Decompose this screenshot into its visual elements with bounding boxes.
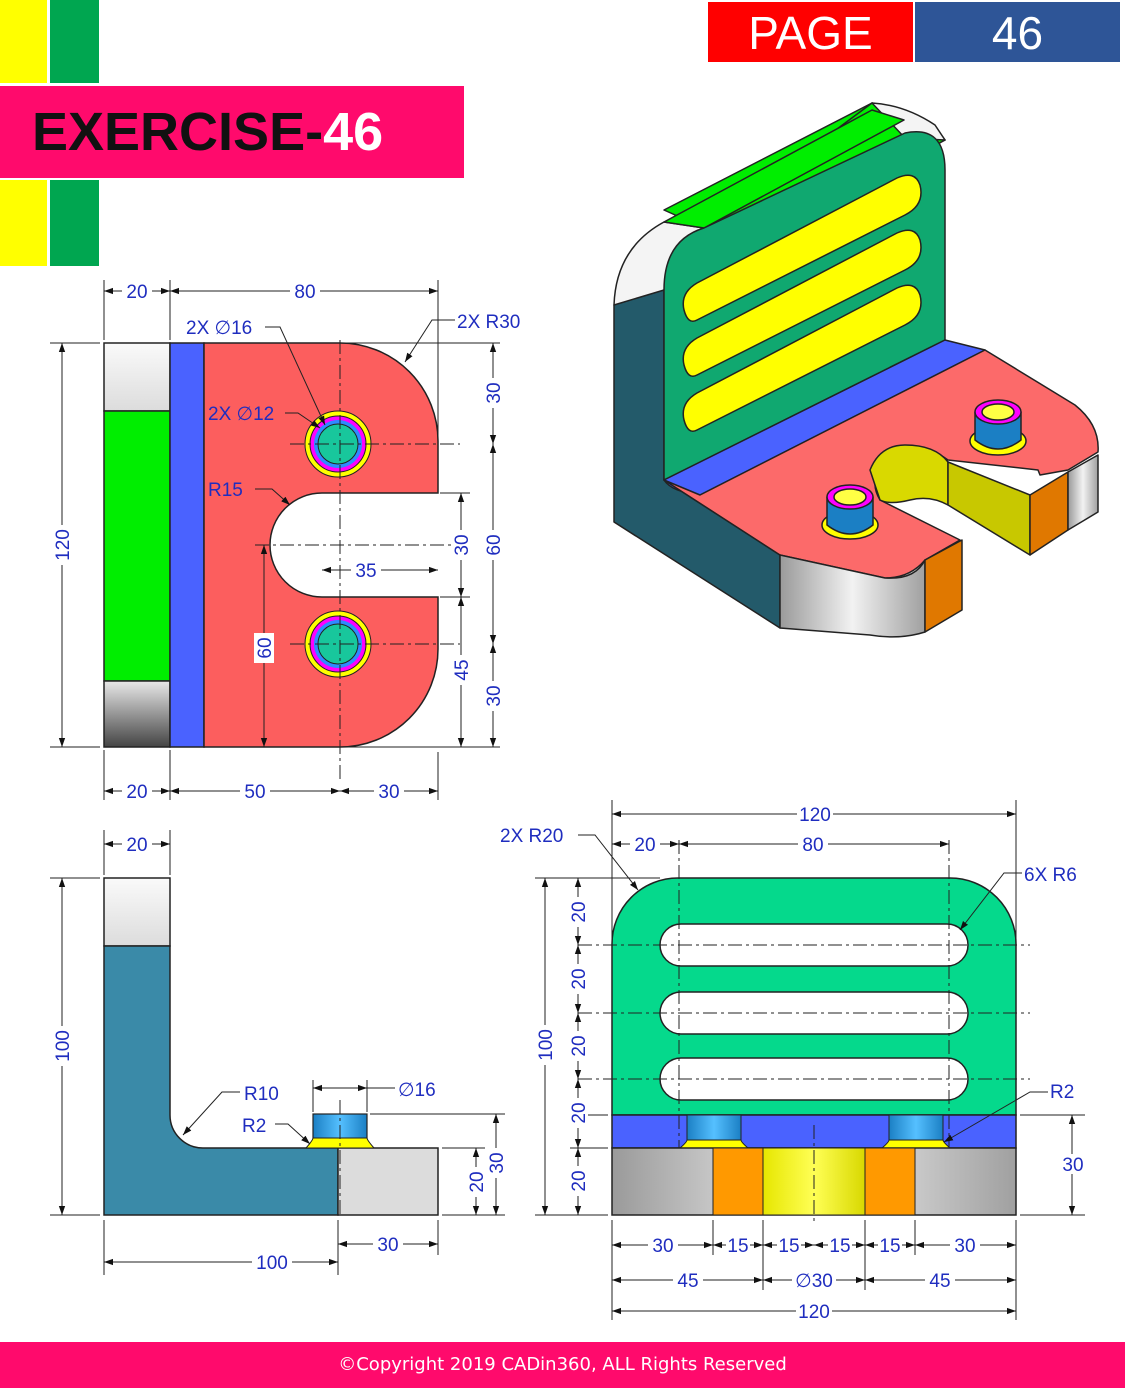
side-dim-100-v: 100 <box>53 1030 74 1062</box>
top-dim-30-b: 30 <box>452 534 473 555</box>
yellow-block-bottom <box>0 180 47 266</box>
front-dim-100: 100 <box>536 1029 557 1061</box>
side-dim-r2: R2 <box>242 1116 266 1137</box>
bottom-dim-dia30: ∅30 <box>795 1271 833 1292</box>
top-dim-60-right: 60 <box>484 534 505 555</box>
front-dim-30-right: 30 <box>1062 1155 1083 1176</box>
copyright-text: ©Copyright 2019 CADin360, ALL Rights Res… <box>338 1354 787 1375</box>
front-dim-20-2: 20 <box>569 968 590 989</box>
top-dim-45: 45 <box>452 659 473 680</box>
exercise-number: 46 <box>323 102 384 162</box>
exercise-title-text: EXERCISE- <box>32 102 324 162</box>
front-view: 120 2X R20 20 80 6X R6 20 20 20 20 20 10… <box>500 800 1088 1323</box>
page-label: PAGE <box>708 2 913 62</box>
exercise-banner <box>0 86 464 178</box>
top-dim-120: 120 <box>53 529 74 561</box>
front-dim-120-bottom: 120 <box>798 1302 830 1323</box>
top-dim-20-top: 20 <box>126 282 147 303</box>
side-view: 20 100 R10 R2 ∅16 20 30 30 100 <box>50 830 508 1275</box>
front-dim-r6: 6X R6 <box>1024 865 1077 886</box>
front-dim-r2: R2 <box>1050 1082 1074 1103</box>
side-dim-r10: R10 <box>244 1084 279 1105</box>
top-dim-50: 50 <box>244 782 265 803</box>
front-dim-20-4: 20 <box>569 1102 590 1123</box>
side-dim-20-v: 20 <box>467 1171 488 1192</box>
bottom-dim-45-right: 45 <box>929 1271 950 1292</box>
front-dim-120-top: 120 <box>799 805 831 826</box>
front-dim-r20: 2X R20 <box>500 826 563 847</box>
top-view: 20 80 2X R30 2X ∅16 2X ∅12 R15 120 30 30… <box>50 280 520 803</box>
front-dim-20-top: 20 <box>634 835 655 856</box>
front-dim-80: 80 <box>802 835 823 856</box>
bottom-dim-15-4: 15 <box>879 1236 900 1257</box>
page-number: 46 <box>915 2 1120 62</box>
top-dim-30-bottom: 30 <box>378 782 399 803</box>
exercise-title: EXERCISE-46 <box>32 100 383 164</box>
top-dim-30-a: 30 <box>484 382 505 403</box>
front-dim-20-1: 20 <box>569 901 590 922</box>
top-dim-dia12: 2X ∅12 <box>208 404 274 425</box>
top-dim-30-c: 30 <box>484 685 505 706</box>
yellow-block-top <box>0 0 47 83</box>
top-dim-r30: 2X R30 <box>457 312 520 333</box>
bottom-dim-15-2: 15 <box>778 1236 799 1257</box>
isometric-view <box>613 102 1099 638</box>
top-dim-20-bottom: 20 <box>126 782 147 803</box>
top-dim-60-left: 60 <box>255 637 276 658</box>
side-dim-20: 20 <box>126 835 147 856</box>
side-dim-dia16: ∅16 <box>398 1080 436 1101</box>
bottom-dim-45-left: 45 <box>677 1271 698 1292</box>
front-dim-20-5: 20 <box>569 1170 590 1191</box>
top-dim-r15: R15 <box>208 480 243 501</box>
footer-bar <box>0 1342 1125 1388</box>
top-dim-35: 35 <box>355 561 376 582</box>
front-dim-20-3: 20 <box>569 1035 590 1056</box>
bottom-dim-30-left: 30 <box>652 1236 673 1257</box>
top-dim-80: 80 <box>294 282 315 303</box>
green-block-bottom <box>50 180 99 266</box>
technical-drawing: 20 80 2X R30 2X ∅16 2X ∅12 R15 120 30 30… <box>50 102 1099 1323</box>
side-dim-30-v: 30 <box>487 1152 508 1173</box>
side-dim-30-h: 30 <box>377 1235 398 1256</box>
side-dim-100-h: 100 <box>256 1253 288 1274</box>
bottom-dim-15-3: 15 <box>829 1236 850 1257</box>
top-dim-dia16: 2X ∅16 <box>186 318 252 339</box>
green-block-top <box>50 0 99 83</box>
bottom-dim-30-right: 30 <box>954 1236 975 1257</box>
bottom-dim-15-1: 15 <box>727 1236 748 1257</box>
